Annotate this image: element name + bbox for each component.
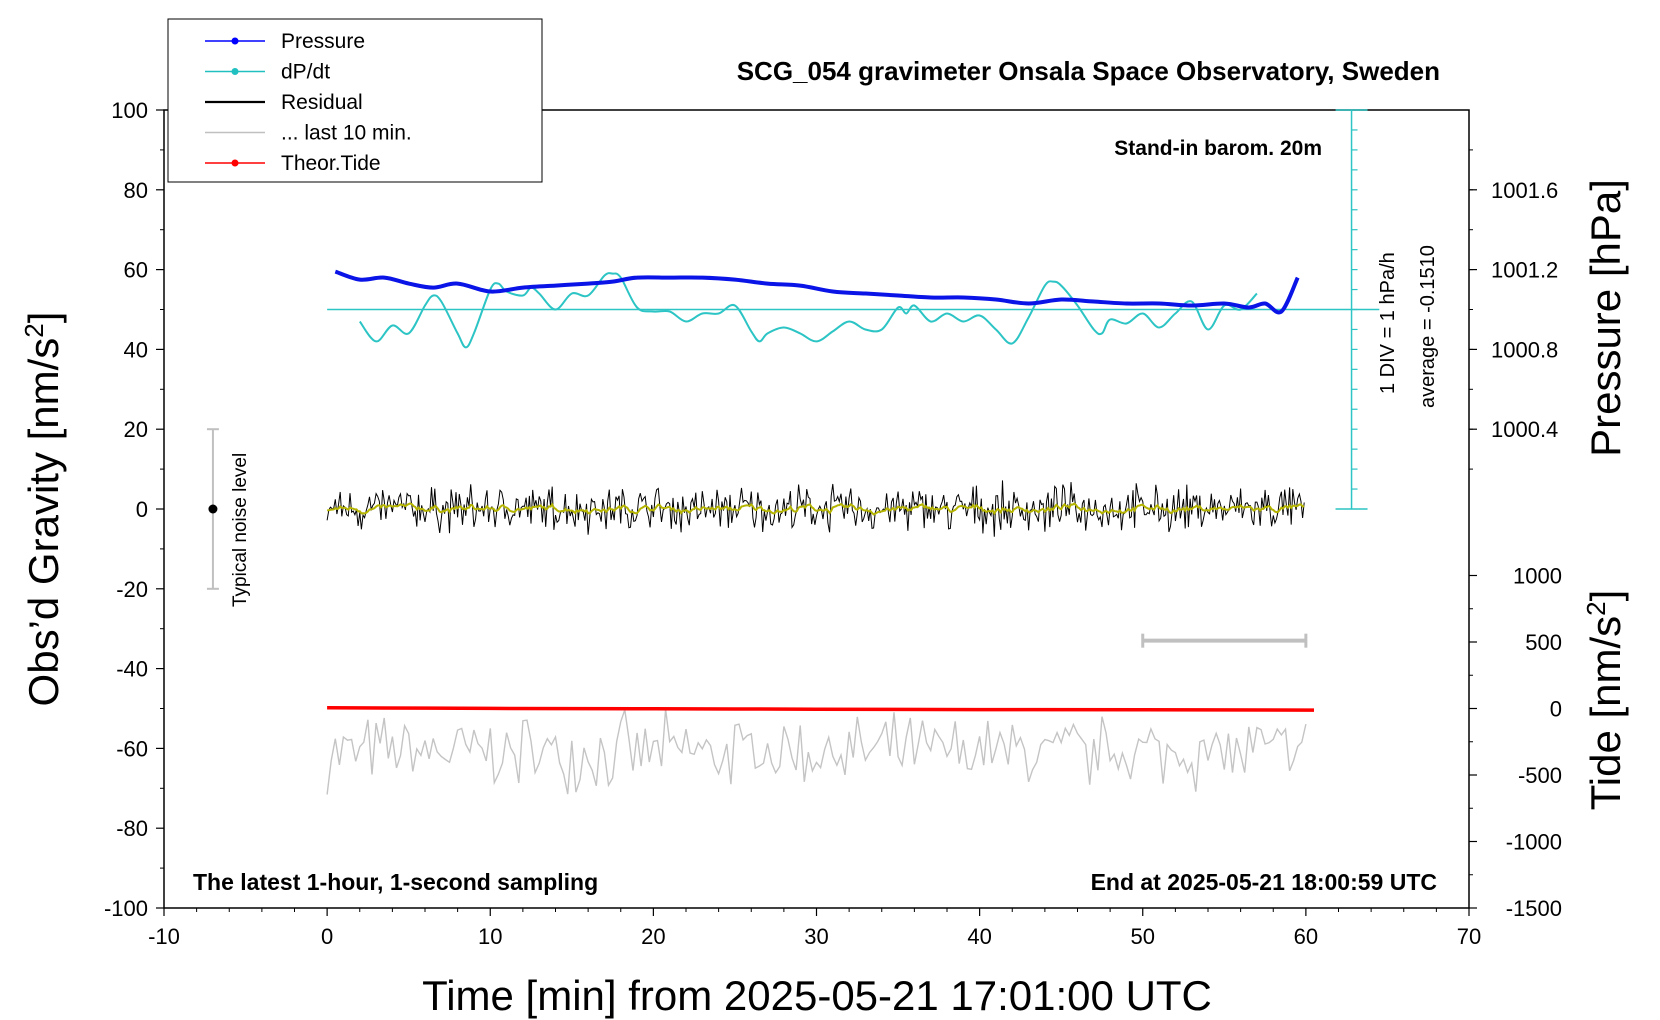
x-tick-label: 10 [478, 924, 502, 949]
noise-label: Typical noise level [230, 453, 251, 607]
legend-items: Pressure dP/dt Residual ... last 10 min. The… [205, 30, 412, 175]
series-layer [326, 269, 1315, 795]
y-tick-label: 0 [136, 497, 148, 522]
tide-axis-label: Tide [nm/s2] [1581, 590, 1629, 811]
chart-title: SCG_054 gravimeter Onsala Space Observat… [737, 56, 1440, 86]
tide-tick-label: -500 [1518, 763, 1562, 788]
pressure-tick-label: 1001.6 [1491, 178, 1558, 203]
x-tick-label: 40 [967, 924, 991, 949]
legend-label: dP/dt [281, 61, 330, 84]
x-tick-label: 20 [641, 924, 665, 949]
y-tick-label: -80 [116, 816, 148, 841]
pressure-axis-label: Pressure [hPa] [1582, 179, 1629, 457]
y-tick-label: 40 [124, 337, 148, 362]
dpdt-series [358, 272, 1258, 349]
x-tick-label: 60 [1294, 924, 1318, 949]
legend-label: Pressure [281, 30, 365, 53]
tide-tick-label: 500 [1525, 630, 1562, 655]
bottom-right-note: End at 2025-05-21 18:00:59 UTC [1091, 869, 1437, 895]
noise-level-bar [206, 428, 219, 590]
y-tick-label: -20 [116, 577, 148, 602]
legend: Pressure dP/dt Residual ... last 10 min. The… [167, 18, 543, 183]
x-axis-label: Time [min] from 2025-05-21 17:01:00 UTC [422, 972, 1212, 1019]
div-label: 1 DIV = 1 hPa/h [1377, 252, 1399, 394]
pressure-tick-labels: 1000.4 1000.8 1001.2 1001.6 [1491, 178, 1558, 442]
y-tick-label: 20 [124, 417, 148, 442]
residual-smoothed-series [326, 502, 1305, 516]
tide-tick-label: 1000 [1513, 564, 1562, 589]
last10-series [326, 709, 1307, 795]
pressure-tick-label: 1000.4 [1491, 417, 1558, 442]
y-tick-label: -60 [116, 736, 148, 761]
legend-box [167, 18, 543, 183]
y-left-axis-label: Obs’d Gravity [nm/s2] [19, 312, 67, 707]
tide-tick-label: 0 [1550, 697, 1562, 722]
x-tick-label: 30 [804, 924, 828, 949]
x-tick-label: 70 [1457, 924, 1481, 949]
y-tick-label: -40 [116, 657, 148, 682]
last10-bracket [1141, 633, 1308, 648]
x-tick-label: 50 [1131, 924, 1155, 949]
y-tick-labels: -100 -80 -60 -40 -20 0 20 40 60 80 100 [104, 98, 148, 921]
pressure-series [334, 269, 1300, 315]
legend-label: Residual [281, 91, 363, 114]
noise-bar-center [208, 504, 218, 514]
x-tick-label: -10 [148, 924, 180, 949]
legend-label: Theor.Tide [281, 152, 381, 175]
pressure-tick-label: 1001.2 [1491, 258, 1558, 283]
y-tick-label: 80 [124, 178, 148, 203]
y-tick-label: 60 [124, 258, 148, 283]
legend-marker [231, 37, 239, 45]
y-tick-label: 100 [111, 98, 148, 123]
tide-tick-label: -1500 [1506, 896, 1562, 921]
legend-marker [231, 159, 239, 167]
x-tick-labels: -10 0 10 20 30 40 50 60 70 [148, 924, 1481, 949]
bottom-left-note: The latest 1-hour, 1-second sampling [193, 869, 598, 895]
axis-ticks [156, 109, 1477, 916]
residual-series [326, 480, 1305, 537]
x-tick-label: 0 [321, 924, 333, 949]
legend-marker [231, 68, 239, 75]
y-tick-label: -100 [104, 896, 148, 921]
tide-tick-label: -1000 [1506, 830, 1562, 855]
stand-in-label: Stand-in barom. 20m [1114, 137, 1322, 160]
tide-series [327, 706, 1315, 712]
average-label: average = -0.1510 [1417, 245, 1439, 408]
legend-label: ... last 10 min. [281, 122, 412, 145]
tide-tick-labels: -1500 -1000 -500 0 500 1000 [1506, 564, 1562, 922]
pressure-tick-label: 1000.8 [1491, 337, 1558, 362]
